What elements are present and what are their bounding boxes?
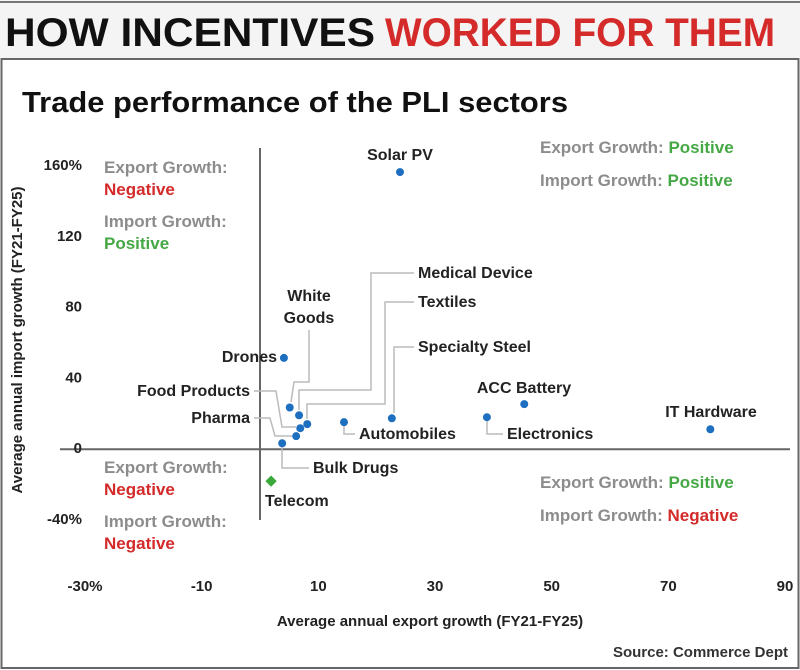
- y-tick-label: 160%: [44, 157, 82, 174]
- export-growth-label: Export Growth:: [540, 138, 668, 157]
- leader-lines: [254, 272, 503, 469]
- point-label-textiles: Textiles: [418, 294, 477, 311]
- point-label-food-products: Food Products: [137, 383, 250, 400]
- quadrant-bottom-left: Export Growth: Negative Import Growth: Nega…: [104, 458, 228, 553]
- point-label-it-hardware: IT Hardware: [665, 404, 757, 421]
- export-growth: Export Growth: Positive: [540, 138, 734, 157]
- export-growth-value: Positive: [668, 473, 733, 492]
- y-axis-label: Average annual import growth (FY21-FY25): [9, 187, 26, 494]
- data-point-electronics: [482, 413, 491, 422]
- leader-line-food-products: [254, 390, 296, 428]
- data-points: [265, 168, 715, 487]
- import-growth: Import Growth: Positive: [540, 171, 733, 190]
- y-tick-label: -40%: [47, 511, 82, 528]
- point-label-automobiles: Automobiles: [359, 426, 456, 443]
- headline: HOW INCENTIVES WORKED FOR THEM: [5, 11, 775, 55]
- y-tick-label: 40: [65, 369, 82, 386]
- data-point-medical-device: [295, 411, 304, 420]
- point-label-electronics: Electronics: [507, 426, 593, 443]
- y-tick-label: 120: [57, 228, 82, 245]
- headline-part1: HOW INCENTIVES: [5, 11, 375, 55]
- export-growth-value: Negative: [104, 480, 175, 499]
- leader-line-automobiles: [343, 426, 355, 435]
- point-label-acc-battery: ACC Battery: [477, 380, 571, 397]
- point-label-white-goods: White Goods: [284, 288, 335, 327]
- leader-line-medical-device: [298, 272, 414, 410]
- data-point-bulk-drugs: [278, 439, 287, 448]
- x-tick-label: 30: [427, 578, 444, 595]
- data-point-acc-battery: [520, 400, 529, 409]
- import-growth-value: Negative: [667, 506, 738, 525]
- chart-frame: [0, 58, 800, 669]
- point-label-pharma: Pharma: [191, 410, 250, 427]
- data-point-drones: [279, 353, 288, 362]
- leader-line-pharma: [254, 417, 292, 437]
- y-tick-label: 0: [74, 440, 82, 457]
- quadrant-top-left: Export Growth: Negative Import Growth: Posi…: [104, 158, 228, 253]
- y-tick-label: 80: [65, 299, 82, 316]
- x-tick-label: -30%: [67, 578, 102, 595]
- x-tick-label: 10: [310, 578, 327, 595]
- export-growth-label: Export Growth:: [104, 158, 228, 177]
- export-growth-label: Export Growth:: [104, 458, 228, 477]
- header-band: [0, 0, 800, 58]
- export-growth-label: Export Growth:: [540, 473, 668, 492]
- point-label-drones: Drones: [222, 349, 277, 366]
- leader-line-white-goods: [290, 330, 310, 403]
- data-point-it-hardware: [706, 425, 715, 434]
- export-growth-value: Negative: [104, 180, 175, 199]
- point-label-medical-device: Medical Device: [418, 265, 533, 282]
- point-label-bulk-drugs: Bulk Drugs: [313, 460, 398, 477]
- data-point-food-products: [296, 424, 305, 433]
- export-growth-value: Positive: [668, 138, 733, 157]
- import-growth-label: Import Growth:: [540, 171, 667, 190]
- leader-line-bulk-drugs: [281, 447, 309, 469]
- import-growth: Import Growth: Negative: [540, 506, 738, 525]
- leader-line-specialty-steel: [393, 346, 414, 413]
- data-point-white-goods: [285, 403, 294, 412]
- point-labels: Solar PV Drones White Goods Medical Device Te…: [137, 147, 757, 510]
- headline-part2: WORKED FOR THEM: [385, 11, 775, 55]
- x-tick-label: 70: [660, 578, 677, 595]
- leader-line-electronics: [486, 421, 503, 435]
- data-point-automobiles: [340, 418, 348, 427]
- x-tick-label: -10: [191, 578, 213, 595]
- point-label-specialty-steel: Specialty Steel: [418, 339, 531, 356]
- import-growth-value: Negative: [104, 534, 175, 553]
- axes: -30% -10 10 30 50 70 90 160% 120 80 40 0 -40%: [44, 148, 794, 595]
- data-point-solar-pv: [396, 168, 404, 177]
- import-growth-label: Import Growth:: [104, 212, 227, 231]
- import-growth-label: Import Growth:: [104, 512, 227, 531]
- point-label-telecom: Telecom: [265, 493, 329, 510]
- data-point-textiles: [303, 420, 312, 429]
- x-tick-label: 90: [777, 578, 794, 595]
- data-point-specialty-steel: [387, 414, 396, 423]
- x-axis-label: Average annual export growth (FY21-FY25): [277, 613, 583, 630]
- chart-title: Trade performance of the PLI sectors: [22, 87, 568, 119]
- import-growth-value: Positive: [104, 234, 169, 253]
- point-label-solar-pv: Solar PV: [367, 147, 433, 164]
- x-tick-label: 50: [543, 578, 560, 595]
- data-point-telecom: [265, 475, 277, 487]
- data-point-pharma: [292, 432, 301, 441]
- source-note: Source: Commerce Dept: [613, 644, 788, 661]
- leader-line-textiles: [306, 301, 414, 419]
- export-growth: Export Growth: Positive: [540, 473, 734, 492]
- import-growth-value: Positive: [667, 171, 732, 190]
- import-growth-label: Import Growth:: [540, 506, 667, 525]
